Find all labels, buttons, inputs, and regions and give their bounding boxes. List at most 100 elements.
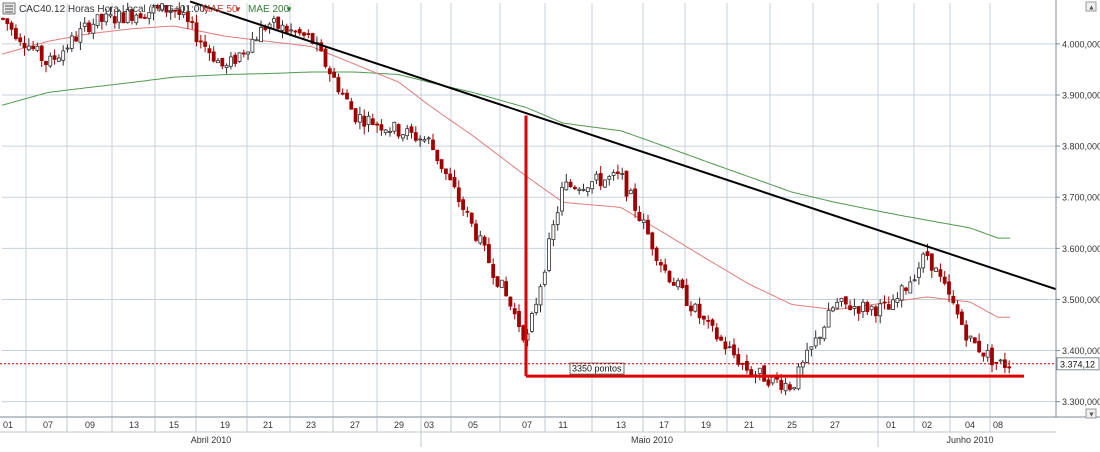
candle-body [370,118,375,126]
candle-body [422,139,427,142]
candle-body [95,14,100,26]
candle-body [581,188,586,191]
candle-body [676,280,680,288]
candle-body [284,25,289,33]
candle-body [439,159,444,170]
candle-body [968,335,973,339]
ma50-layer [1,25,1010,318]
grid [2,3,1056,417]
candle-body [598,173,603,187]
candle-body [345,92,349,100]
candle-body [835,301,840,309]
candle-body [74,36,78,42]
candle-body [972,337,977,344]
candle-body [211,51,216,62]
last-price-tag [1056,357,1100,371]
candle-body [929,253,934,271]
candle-body [594,173,599,181]
candle-body [663,264,668,271]
candle-body [117,10,121,23]
candle-body [607,176,612,180]
ma200-label[interactable]: MAE 200 [248,4,290,15]
candle-body [18,37,23,43]
y-tick-label: 3.800,000 [1062,142,1100,152]
x-tick-label: 19 [220,420,230,430]
ma50-label[interactable]: MAE 50 [202,4,238,15]
candle-body [151,6,156,14]
support-label-box [569,362,625,375]
candle-body [409,126,414,133]
candle-body [792,387,797,390]
candle-body [684,284,689,306]
ma200-dropdown-icon[interactable]: ▼ [285,5,293,14]
candle-body [757,367,762,374]
scroll-down-button[interactable] [1085,408,1097,419]
candle-body [400,134,405,139]
ma50-dropdown-icon[interactable]: ▼ [234,5,242,14]
candle-body [882,301,887,304]
candle-body [908,281,913,294]
candle-body [91,23,96,34]
candle-body [443,168,448,174]
candle-body [220,57,225,67]
candle-body [349,101,354,110]
candle-body [435,149,440,162]
candle-body [22,43,27,49]
candle-body [388,130,392,133]
candle-body [521,325,526,341]
candle-body [800,361,805,368]
candle-body [985,350,990,358]
candle-body [921,253,926,269]
candle-body [383,129,388,133]
candle-body [207,48,212,54]
candle-body [9,22,14,30]
last-price-label: 3.374,12 [1060,359,1095,369]
candle-body [719,336,723,341]
candle-body [1,17,5,20]
candle-body [474,223,478,241]
x-tick-label: 29 [394,420,404,430]
candle-body [874,306,878,317]
candle-body [925,251,930,257]
candle-body [680,279,685,288]
candle-body [917,267,921,278]
candle-body [491,264,496,278]
candle-body [164,5,169,13]
candle-body [323,48,328,67]
y-tick-label: 3.600,000 [1062,244,1100,254]
x-tick-label: 19 [701,420,711,430]
candle-body [61,50,66,61]
candle-body [168,9,173,13]
candle-body [160,3,165,11]
candle-body [379,124,384,131]
scroll-down-icon: ▼ [1088,412,1095,419]
candle-body [155,5,160,9]
candle-body [340,92,345,95]
candle-body [942,276,947,284]
candle-body [375,123,380,126]
candle-body [293,30,298,33]
candle-body [512,308,517,315]
candle-body [44,61,48,66]
candle-body [590,181,594,190]
candle-body [981,352,986,357]
candle-body [26,45,31,51]
x-tick-label: 02 [922,420,932,430]
candle-body [620,173,625,176]
x-tick-label: 21 [263,420,273,430]
candle-body [241,52,246,55]
candle-body [710,319,715,326]
candle-body [843,296,848,305]
candle-body [796,366,801,390]
candle-body [534,303,539,313]
candle-body [418,138,423,141]
candle-body [611,171,616,176]
candle-body [198,40,203,43]
scroll-up-button[interactable] [1085,1,1097,12]
candle-body [745,360,749,371]
candle-body [538,286,543,306]
resistance-trendline[interactable] [189,0,1057,291]
